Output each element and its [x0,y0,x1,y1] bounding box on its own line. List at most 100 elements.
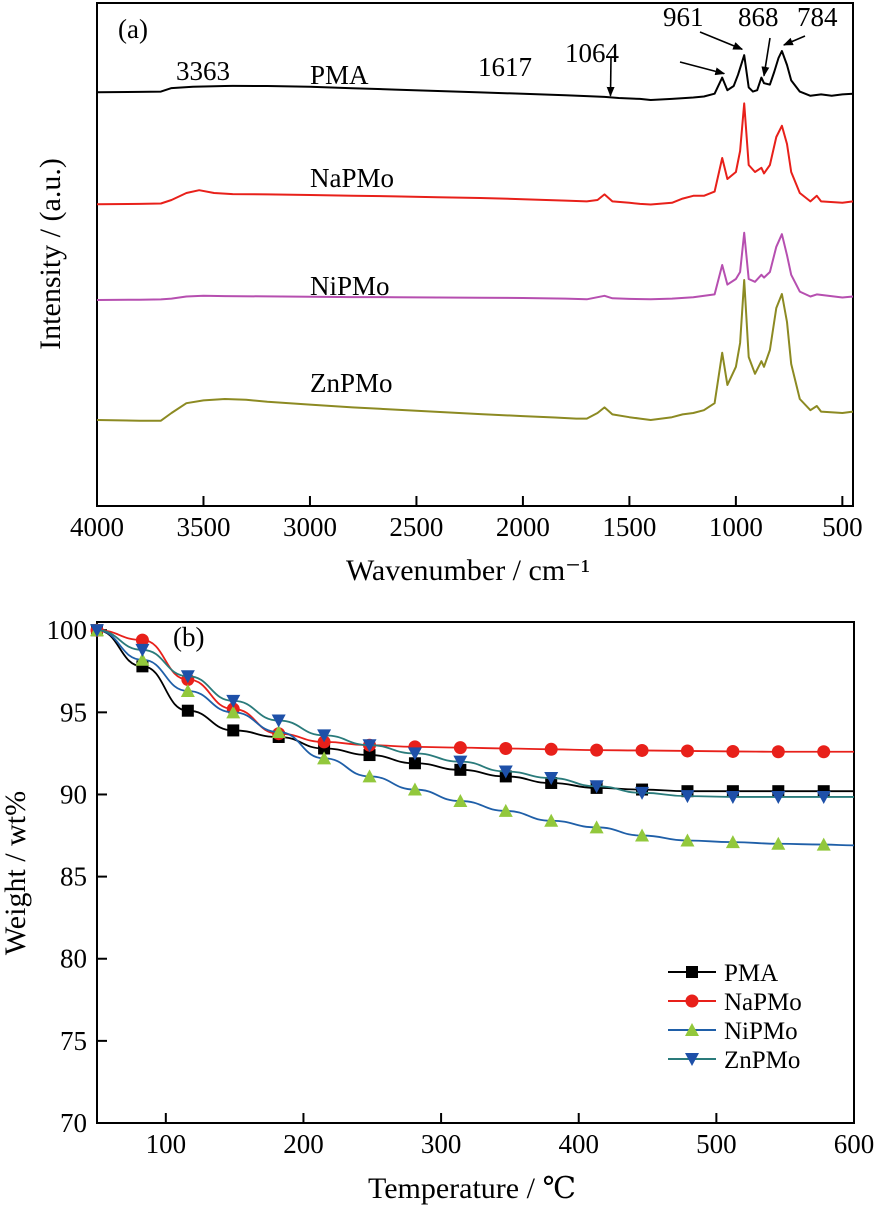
ftir-series-nipmo [96,231,854,301]
peak-label-3363: 3363 [176,56,230,86]
tga-marker-znpmo [226,694,241,708]
tga-marker-nipmo [771,836,786,850]
tga-marker-pma [408,757,421,770]
tga-marker-znpmo [317,729,332,743]
ftir-series-label-nipmo: NiPMo [310,271,390,301]
tga-marker-napmo [635,743,649,757]
legend-marker-nipmo [685,1023,699,1036]
ftir-x-tick-label: 500 [822,512,863,542]
tga-marker-napmo [771,745,785,759]
tga-x-tick-label: 500 [696,1129,737,1159]
peak-label-961: 961 [663,2,704,32]
tga-y-tick-label: 70 [60,1108,87,1138]
legend-label-znpmo: ZnPMo [724,1047,800,1074]
tga-marker-pma [363,749,376,762]
tga-marker-nipmo [317,751,332,765]
panel-a-label: (a) [118,14,148,44]
tga-marker-pma [227,724,240,737]
tga-x-tick-label: 400 [558,1129,599,1159]
legend-label-pma: PMA [724,960,778,987]
peak-arrow-868 [699,31,744,50]
ftir-series-group [96,50,854,422]
tga-series-napmo [96,629,854,753]
ftir-x-tick-label: 2000 [496,512,550,542]
ftir-series-znpmo [96,279,854,422]
peak-arrow-784 [782,35,806,46]
tga-marker-napmo [499,741,513,755]
tga-y-ticks: 70 75 80 85 90 95 100 [47,615,107,1138]
ftir-x-axis-title: Wavenumber / cm⁻¹ [346,554,590,587]
ftir-series-label-znpmo: ZnPMo [310,368,393,398]
panel-b-label: (b) [173,622,204,652]
tga-y-axis-title: Weight / wt% [0,791,32,955]
ftir-x-tick-label: 3000 [283,512,337,542]
tga-panel: (b) 100 200 300 400 500 600 70 75 80 85 90 95 100 P… [0,615,874,1205]
tga-marker-nipmo [589,820,604,834]
tga-marker-nipmo [362,769,377,783]
legend-marker-napmo [685,994,699,1008]
ftir-panel: (a) 4000 3500 3000 2500 2000 1500 1000 500 PMA N… [34,2,863,587]
ftir-series-pma [96,50,854,101]
tga-marker-napmo [135,633,149,647]
tga-marker-nipmo [135,652,150,666]
tga-plot-frame [96,621,855,1124]
tga-marker-znpmo [271,714,286,728]
tga-marker-nipmo [226,705,241,719]
tga-marker-znpmo [498,765,513,779]
peak-arrow-784 [761,37,771,77]
tga-x-tick-label: 200 [283,1129,324,1159]
tga-marker-znpmo [407,747,422,761]
tga-marker-napmo [544,742,558,756]
legend-label-nipmo: NiPMo [724,1018,798,1045]
tga-marker-nipmo [544,813,559,827]
ftir-x-tick-label: 2500 [389,512,443,542]
ftir-series-label-pma: PMA [310,60,369,90]
ftir-y-axis-title: Intensity / (a.u.) [34,158,67,350]
peak-label-868: 868 [738,2,779,32]
legend-marker-znpmo [685,1053,699,1066]
ftir-x-tick-label: 4000 [70,512,124,542]
tga-x-tick-label: 100 [146,1129,187,1159]
tga-y-tick-label: 75 [60,1026,87,1056]
peak-label-784: 784 [797,2,838,32]
tga-marker-znpmo [725,790,740,804]
tga-marker-znpmo [680,790,695,804]
tga-marker-nipmo [725,835,740,849]
tga-marker-znpmo [180,670,195,684]
tga-marker-napmo [726,744,740,758]
tga-marker-napmo [817,745,831,759]
tga-marker-znpmo [453,755,468,769]
tga-x-tick-label: 600 [834,1129,875,1159]
tga-marker-nipmo [680,833,695,847]
tga-marker-nipmo [453,794,468,808]
tga-series-nipmo [96,629,855,847]
tga-marker-nipmo [498,803,513,817]
tga-marker-napmo [590,743,604,757]
tga-marker-znpmo [816,790,831,804]
tga-y-tick-label: 80 [60,944,87,974]
tga-y-tick-label: 95 [60,697,87,727]
tga-y-tick-label: 100 [47,615,88,645]
tga-series-group [90,623,855,851]
tga-x-axis-title: Temperature / ℃ [368,1172,576,1205]
ftir-x-ticks: 4000 3500 3000 2500 2000 1500 1000 500 [70,496,863,542]
tga-marker-znpmo [589,780,604,794]
ftir-plot-frame [96,2,854,507]
tga-marker-znpmo [135,643,150,657]
tga-y-tick-label: 90 [60,779,87,809]
tga-x-tick-label: 300 [421,1129,462,1159]
tga-marker-nipmo [816,837,831,851]
ftir-x-tick-label: 1000 [709,512,763,542]
tga-marker-nipmo [180,683,195,697]
tga-x-ticks: 100 200 300 400 500 600 [146,1113,875,1159]
tga-marker-napmo [680,744,694,758]
tga-series-pma [96,629,854,793]
tga-marker-pma [454,763,467,776]
tga-marker-nipmo [635,828,650,842]
tga-marker-znpmo [635,786,650,800]
tga-marker-znpmo [90,624,104,638]
tga-marker-nipmo [271,725,286,739]
tga-marker-znpmo [771,790,786,804]
